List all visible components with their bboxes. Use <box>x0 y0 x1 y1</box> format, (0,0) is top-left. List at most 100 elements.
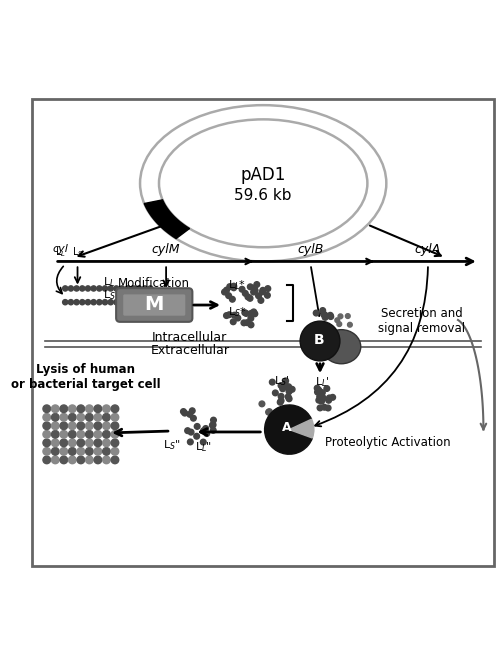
Circle shape <box>86 456 93 464</box>
Circle shape <box>266 409 272 414</box>
Circle shape <box>52 456 59 464</box>
Circle shape <box>86 414 93 421</box>
Circle shape <box>320 395 326 401</box>
Circle shape <box>258 297 264 303</box>
Circle shape <box>194 434 200 439</box>
Circle shape <box>222 289 228 295</box>
Circle shape <box>77 456 84 464</box>
Circle shape <box>86 448 93 455</box>
Circle shape <box>227 284 232 289</box>
Circle shape <box>62 300 68 305</box>
Circle shape <box>320 308 326 313</box>
Text: L$_L$: L$_L$ <box>55 245 66 259</box>
Circle shape <box>60 422 68 430</box>
Circle shape <box>111 430 118 438</box>
Circle shape <box>111 448 118 455</box>
Circle shape <box>188 439 193 445</box>
Circle shape <box>321 312 326 317</box>
Circle shape <box>114 300 119 305</box>
Circle shape <box>80 300 85 305</box>
Circle shape <box>60 439 68 447</box>
Circle shape <box>80 286 85 291</box>
Text: L$_S$: L$_S$ <box>72 245 84 259</box>
Circle shape <box>102 430 110 438</box>
Text: L$_S$*: L$_S$* <box>228 305 246 319</box>
Text: L$_L$': L$_L$' <box>315 375 330 389</box>
Circle shape <box>314 310 319 316</box>
Circle shape <box>300 321 340 361</box>
Circle shape <box>43 414 51 421</box>
Text: cylB: cylB <box>298 243 324 256</box>
Circle shape <box>190 416 196 421</box>
Circle shape <box>286 394 291 400</box>
Circle shape <box>68 439 76 447</box>
Circle shape <box>244 311 249 317</box>
Circle shape <box>136 300 141 305</box>
Text: pAD1: pAD1 <box>240 166 286 184</box>
Circle shape <box>194 424 200 430</box>
Circle shape <box>322 315 328 321</box>
Circle shape <box>264 293 270 298</box>
Circle shape <box>142 286 148 291</box>
Circle shape <box>68 414 76 421</box>
Circle shape <box>43 448 51 455</box>
Circle shape <box>60 448 68 455</box>
Circle shape <box>245 294 251 300</box>
Text: Proteolytic Activation: Proteolytic Activation <box>325 436 450 449</box>
Circle shape <box>200 428 206 434</box>
FancyBboxPatch shape <box>123 295 186 316</box>
Text: L$_L$: L$_L$ <box>103 275 116 289</box>
Circle shape <box>111 456 118 464</box>
Circle shape <box>125 300 130 305</box>
Circle shape <box>74 286 79 291</box>
Text: cyl: cyl <box>52 244 68 254</box>
Circle shape <box>102 405 110 412</box>
Circle shape <box>77 439 84 447</box>
Circle shape <box>326 398 332 403</box>
Polygon shape <box>144 200 190 239</box>
Circle shape <box>278 400 283 405</box>
Circle shape <box>187 412 192 417</box>
Circle shape <box>280 386 285 392</box>
Circle shape <box>108 286 114 291</box>
Circle shape <box>68 405 76 412</box>
Circle shape <box>108 300 114 305</box>
Text: M: M <box>144 295 164 314</box>
Circle shape <box>125 286 130 291</box>
Circle shape <box>120 286 124 291</box>
Circle shape <box>231 283 236 289</box>
Circle shape <box>265 286 270 291</box>
Circle shape <box>272 390 278 396</box>
Circle shape <box>60 430 68 438</box>
Circle shape <box>114 286 119 291</box>
Text: Extracellular: Extracellular <box>150 344 230 357</box>
Circle shape <box>314 385 320 391</box>
Text: L$_S$: L$_S$ <box>103 289 116 303</box>
Circle shape <box>224 287 230 293</box>
Circle shape <box>111 439 118 447</box>
Circle shape <box>102 422 110 430</box>
Circle shape <box>43 430 51 438</box>
Text: B: B <box>314 333 324 347</box>
Circle shape <box>252 288 258 293</box>
Circle shape <box>241 320 247 326</box>
Circle shape <box>242 310 248 315</box>
Circle shape <box>131 300 136 305</box>
Text: L$_S$": L$_S$" <box>164 438 181 452</box>
Circle shape <box>111 422 118 430</box>
Circle shape <box>226 293 232 299</box>
Circle shape <box>120 300 124 305</box>
Circle shape <box>226 312 232 318</box>
Circle shape <box>231 285 236 291</box>
Circle shape <box>244 320 250 325</box>
Text: Intracellular: Intracellular <box>152 331 228 344</box>
Circle shape <box>200 439 206 445</box>
Circle shape <box>86 430 93 438</box>
Circle shape <box>324 386 330 392</box>
Circle shape <box>272 412 278 417</box>
Circle shape <box>204 431 210 436</box>
Circle shape <box>314 389 320 395</box>
Text: L$_L$": L$_L$" <box>196 441 212 454</box>
Circle shape <box>148 286 153 291</box>
Circle shape <box>52 439 59 447</box>
